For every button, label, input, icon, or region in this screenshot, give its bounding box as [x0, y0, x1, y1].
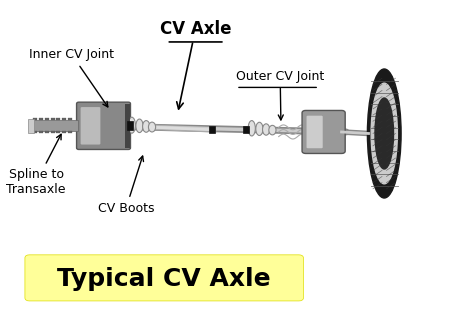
FancyBboxPatch shape [77, 102, 130, 149]
FancyBboxPatch shape [7, 0, 462, 310]
Bar [33, 120, 78, 131]
Bar [39, 118, 43, 120]
Bar [127, 121, 133, 131]
FancyBboxPatch shape [302, 110, 345, 153]
Text: Spline to
Transaxle: Spline to Transaxle [6, 134, 66, 197]
Bar [33, 118, 37, 120]
Bar [62, 118, 66, 120]
Bar [68, 131, 72, 133]
Ellipse shape [143, 121, 150, 132]
Text: CV Axle: CV Axle [160, 20, 231, 109]
Text: Outer CV Joint: Outer CV Joint [236, 70, 324, 120]
Ellipse shape [371, 83, 397, 184]
Bar [33, 131, 37, 133]
Ellipse shape [248, 121, 255, 136]
Ellipse shape [148, 122, 156, 132]
Bar [125, 104, 130, 148]
Ellipse shape [256, 122, 263, 135]
Bar [56, 118, 61, 120]
FancyBboxPatch shape [307, 116, 323, 148]
Bar [243, 126, 249, 133]
Bar [209, 126, 215, 133]
Ellipse shape [128, 117, 135, 133]
FancyBboxPatch shape [80, 107, 100, 144]
Bar [28, 119, 34, 133]
Text: CV Boots: CV Boots [98, 156, 154, 215]
Bar [45, 131, 49, 133]
Text: Inner CV Joint: Inner CV Joint [30, 48, 115, 107]
Bar [50, 131, 55, 133]
FancyBboxPatch shape [25, 255, 304, 301]
Bar [45, 118, 49, 120]
Bar [56, 131, 61, 133]
Text: Typical CV Axle: Typical CV Axle [57, 267, 271, 290]
Bar [68, 118, 72, 120]
Bar [39, 131, 43, 133]
Bar [50, 118, 55, 120]
Ellipse shape [262, 124, 270, 135]
Ellipse shape [269, 125, 276, 135]
Bar [62, 131, 66, 133]
Ellipse shape [375, 98, 394, 169]
Ellipse shape [367, 69, 401, 198]
Ellipse shape [136, 119, 143, 133]
